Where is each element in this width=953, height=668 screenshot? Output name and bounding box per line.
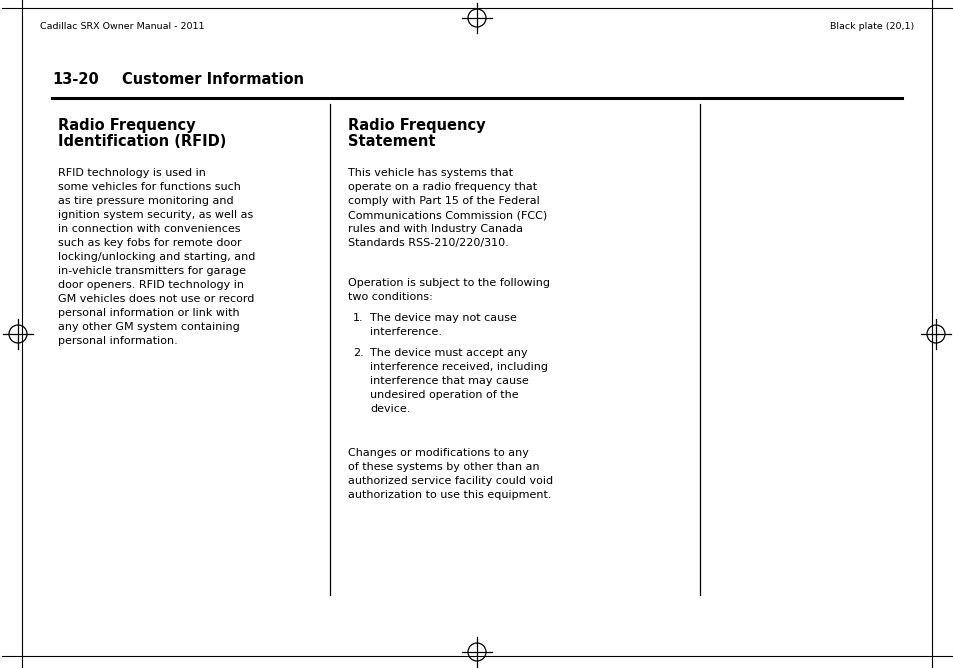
- Text: This vehicle has systems that
operate on a radio frequency that
comply with Part: This vehicle has systems that operate on…: [348, 168, 547, 248]
- Text: Radio Frequency: Radio Frequency: [348, 118, 485, 133]
- Text: Changes or modifications to any
of these systems by other than an
authorized ser: Changes or modifications to any of these…: [348, 448, 553, 500]
- Text: 1.: 1.: [353, 313, 363, 323]
- Text: Cadillac SRX Owner Manual - 2011: Cadillac SRX Owner Manual - 2011: [40, 22, 204, 31]
- Text: Radio Frequency: Radio Frequency: [58, 118, 195, 133]
- Text: Operation is subject to the following
two conditions:: Operation is subject to the following tw…: [348, 278, 550, 302]
- Text: The device must accept any
interference received, including
interference that ma: The device must accept any interference …: [370, 348, 547, 414]
- Text: 2.: 2.: [353, 348, 363, 358]
- Text: Black plate (20,1): Black plate (20,1): [829, 22, 913, 31]
- Text: RFID technology is used in
some vehicles for functions such
as tire pressure mon: RFID technology is used in some vehicles…: [58, 168, 255, 346]
- Text: 13-20: 13-20: [52, 72, 99, 87]
- Text: Identification (RFID): Identification (RFID): [58, 134, 226, 149]
- Text: The device may not cause
interference.: The device may not cause interference.: [370, 313, 517, 337]
- Text: Customer Information: Customer Information: [122, 72, 304, 87]
- Text: Statement: Statement: [348, 134, 435, 149]
